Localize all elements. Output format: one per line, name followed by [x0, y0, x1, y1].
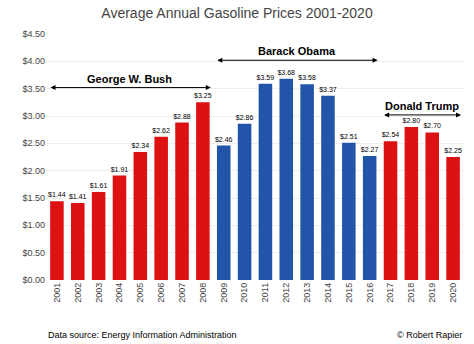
svg-text:Data source: Energy Informatio: Data source: Energy Information Administ…: [48, 330, 237, 340]
svg-text:$1.00: $1.00: [22, 220, 45, 230]
svg-text:$1.61: $1.61: [90, 182, 108, 189]
svg-text:2007: 2007: [177, 283, 187, 303]
svg-text:$2.00: $2.00: [22, 166, 45, 176]
svg-text:$1.91: $1.91: [111, 166, 129, 173]
svg-text:2002: 2002: [73, 283, 83, 303]
svg-text:© Robert Rapier: © Robert Rapier: [397, 330, 462, 340]
svg-text:$2.34: $2.34: [132, 142, 150, 149]
svg-text:$2.27: $2.27: [361, 146, 379, 153]
svg-text:2009: 2009: [219, 283, 229, 303]
svg-text:2010: 2010: [239, 283, 249, 303]
svg-text:2015: 2015: [344, 283, 354, 303]
svg-text:2001: 2001: [52, 283, 62, 303]
svg-text:$4.00: $4.00: [22, 56, 45, 66]
svg-text:$2.86: $2.86: [236, 114, 254, 121]
svg-text:$3.50: $3.50: [22, 84, 45, 94]
svg-text:$2.25: $2.25: [444, 147, 462, 154]
svg-text:$0.00: $0.00: [22, 275, 45, 285]
svg-text:$3.37: $3.37: [319, 86, 337, 93]
svg-text:2019: 2019: [427, 283, 437, 303]
svg-text:$3.59: $3.59: [257, 74, 275, 81]
svg-text:2012: 2012: [281, 283, 291, 303]
svg-text:$1.41: $1.41: [69, 193, 87, 200]
svg-text:$2.54: $2.54: [382, 131, 400, 138]
svg-text:2003: 2003: [94, 283, 104, 303]
svg-text:$2.62: $2.62: [152, 127, 170, 134]
svg-text:2017: 2017: [385, 283, 395, 303]
svg-text:$2.80: $2.80: [403, 117, 421, 124]
svg-text:$2.51: $2.51: [340, 133, 358, 140]
svg-text:$1.50: $1.50: [22, 193, 45, 203]
svg-text:$3.00: $3.00: [22, 111, 45, 121]
svg-text:2011: 2011: [260, 283, 270, 302]
svg-text:$2.88: $2.88: [173, 113, 191, 120]
svg-text:2004: 2004: [114, 283, 124, 303]
svg-text:2013: 2013: [302, 283, 312, 303]
svg-text:$4.50: $4.50: [22, 29, 45, 39]
svg-text:2008: 2008: [198, 283, 208, 303]
svg-text:$3.68: $3.68: [277, 69, 295, 76]
svg-text:2005: 2005: [135, 283, 145, 303]
svg-text:2018: 2018: [406, 283, 416, 303]
svg-text:$1.44: $1.44: [48, 191, 66, 198]
svg-text:2016: 2016: [365, 283, 375, 303]
svg-text:Average Annual Gasoline Prices: Average Annual Gasoline Prices 2001-2020: [101, 5, 373, 21]
svg-text:George W. Bush: George W. Bush: [87, 73, 172, 85]
svg-text:$2.70: $2.70: [423, 122, 441, 129]
svg-text:$3.25: $3.25: [194, 92, 212, 99]
svg-text:$3.58: $3.58: [298, 74, 316, 81]
svg-text:$2.50: $2.50: [22, 138, 45, 148]
svg-text:2006: 2006: [156, 283, 166, 303]
svg-text:$0.50: $0.50: [22, 248, 45, 258]
svg-text:Donald Trump: Donald Trump: [385, 100, 459, 112]
svg-text:2014: 2014: [323, 283, 333, 303]
svg-text:$2.46: $2.46: [215, 136, 233, 143]
svg-text:Barack Obama: Barack Obama: [258, 45, 336, 57]
svg-text:2020: 2020: [448, 283, 458, 303]
